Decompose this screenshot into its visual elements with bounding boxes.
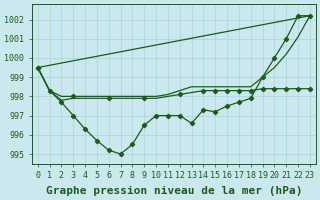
X-axis label: Graphe pression niveau de la mer (hPa): Graphe pression niveau de la mer (hPa) — [45, 186, 302, 196]
